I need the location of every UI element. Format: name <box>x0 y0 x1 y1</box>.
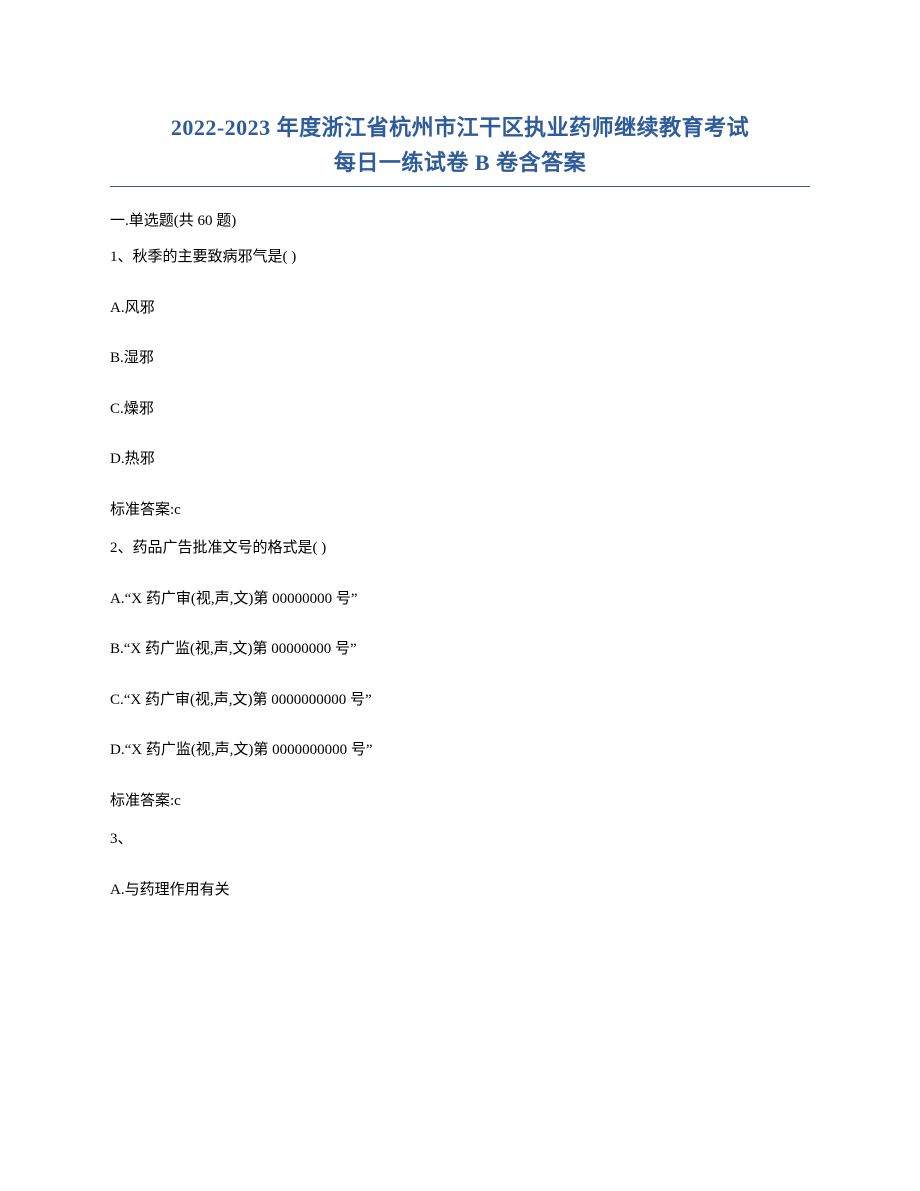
title-line-1: 2022-2023 年度浙江省杭州市江干区执业药师继续教育考试 <box>110 110 810 145</box>
document-page: 2022-2023 年度浙江省杭州市江干区执业药师继续教育考试 每日一练试卷 B… <box>0 0 920 1191</box>
section-label: 一.单选题(共 60 题) <box>110 209 810 230</box>
title-block: 2022-2023 年度浙江省杭州市江干区执业药师继续教育考试 每日一练试卷 B… <box>110 110 810 180</box>
question-stem: 3、 <box>110 828 810 851</box>
question-stem: 1、秋季的主要致病邪气是( ) <box>110 246 810 269</box>
option-b: B.湿邪 <box>110 347 810 370</box>
answer-line: 标准答案:c <box>110 790 810 813</box>
answer-label: 标准答案: <box>110 502 174 518</box>
title-underline <box>110 186 810 187</box>
option-d: D.热邪 <box>110 448 810 471</box>
question-stem: 2、药品广告批准文号的格式是( ) <box>110 537 810 560</box>
answer-value: c <box>174 502 181 518</box>
option-d: D.“X 药广监(视,声,文)第 0000000000 号” <box>110 739 810 762</box>
question-number: 3、 <box>110 831 133 847</box>
option-a: A.与药理作用有关 <box>110 879 810 902</box>
question-text: 秋季的主要致病邪气是( ) <box>133 249 297 265</box>
question-number: 2、 <box>110 540 133 556</box>
answer-label: 标准答案: <box>110 793 174 809</box>
question-text: 药品广告批准文号的格式是( ) <box>133 540 327 556</box>
option-c: C.“X 药广审(视,声,文)第 0000000000 号” <box>110 689 810 712</box>
option-a: A.“X 药广审(视,声,文)第 00000000 号” <box>110 588 810 611</box>
title-line-2: 每日一练试卷 B 卷含答案 <box>110 145 810 180</box>
answer-value: c <box>174 793 181 809</box>
question-number: 1、 <box>110 249 133 265</box>
option-c: C.燥邪 <box>110 398 810 421</box>
answer-line: 标准答案:c <box>110 499 810 522</box>
option-b: B.“X 药广监(视,声,文)第 00000000 号” <box>110 638 810 661</box>
option-a: A.风邪 <box>110 297 810 320</box>
